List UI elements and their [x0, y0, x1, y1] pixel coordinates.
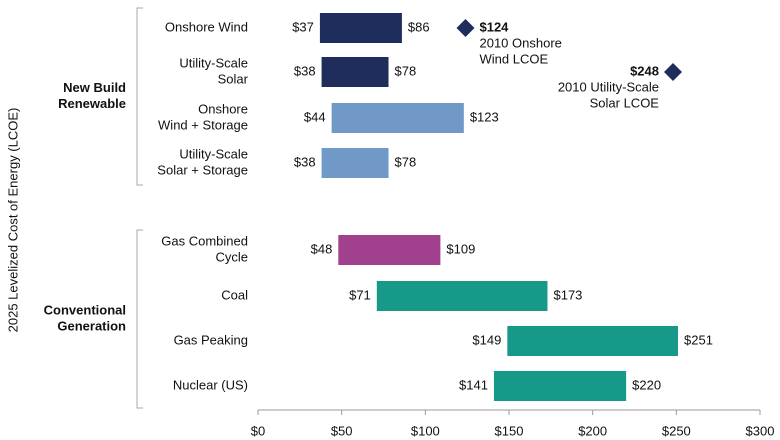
- bar: [493, 371, 627, 401]
- bar: [319, 13, 402, 43]
- group-bracket: [136, 7, 143, 186]
- low-label: $48: [311, 241, 333, 256]
- x-tick-label: $100: [411, 423, 440, 438]
- bar: [331, 103, 464, 133]
- x-tick-label: $150: [495, 423, 524, 438]
- category-label: Solar: [218, 71, 249, 86]
- high-label: $123: [470, 109, 499, 124]
- x-tick-label: $50: [331, 423, 353, 438]
- low-label: $44: [304, 109, 326, 124]
- low-label: $71: [349, 287, 371, 302]
- bar: [507, 326, 679, 356]
- category-label: Cycle: [215, 249, 248, 264]
- high-label: $78: [395, 63, 417, 78]
- category-label: Coal: [221, 287, 248, 302]
- x-tick-label: $250: [662, 423, 691, 438]
- annotation-text: Solar LCOE: [590, 95, 660, 110]
- annotation-value: $248: [630, 63, 659, 78]
- annotation-value: $124: [479, 19, 509, 34]
- category-label: Gas Combined: [161, 233, 248, 248]
- bar: [338, 235, 441, 265]
- high-label: $251: [684, 332, 713, 347]
- high-label: $220: [632, 377, 661, 392]
- category-label: Wind + Storage: [158, 117, 248, 132]
- high-label: $109: [446, 241, 475, 256]
- annotation-text: 2010 Onshore: [479, 35, 561, 50]
- low-label: $37: [292, 19, 314, 34]
- group-label: Generation: [57, 318, 126, 333]
- bar: [376, 281, 548, 311]
- group-label: New Build: [63, 80, 126, 95]
- high-label: $173: [553, 287, 582, 302]
- category-label: Onshore: [198, 101, 248, 116]
- bar: [321, 148, 389, 178]
- high-label: $86: [408, 19, 430, 34]
- low-label: $141: [459, 377, 488, 392]
- x-tick-label: $0: [251, 423, 265, 438]
- category-label: Solar + Storage: [157, 162, 248, 177]
- bar: [321, 57, 389, 87]
- diamond-marker: [456, 19, 475, 37]
- high-label: $78: [395, 154, 417, 169]
- group-label: Conventional: [44, 302, 126, 317]
- diamond-marker: [663, 63, 682, 81]
- y-axis-label: 2025 Levelized Cost of Energy (LCOE): [5, 108, 20, 333]
- annotation-text: Wind LCOE: [479, 51, 548, 66]
- category-label: Nuclear (US): [173, 377, 248, 392]
- annotation-text: 2010 Utility-Scale: [558, 79, 659, 94]
- category-label: Utility-Scale: [179, 55, 248, 70]
- x-tick-label: $300: [746, 423, 775, 438]
- low-label: $38: [294, 154, 316, 169]
- low-label: $38: [294, 63, 316, 78]
- x-tick-label: $200: [578, 423, 607, 438]
- category-label: Onshore Wind: [165, 19, 248, 34]
- group-label: Renewable: [58, 96, 126, 111]
- category-label: Gas Peaking: [174, 332, 248, 347]
- category-label: Utility-Scale: [179, 146, 248, 161]
- low-label: $149: [472, 332, 501, 347]
- group-bracket: [136, 229, 143, 409]
